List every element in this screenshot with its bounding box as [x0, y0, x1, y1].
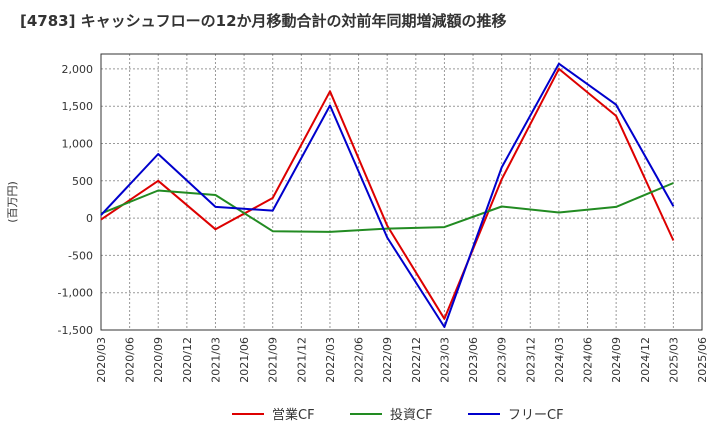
x-tick-label: 2021/12 — [295, 337, 308, 383]
legend-label: フリーCF — [508, 408, 564, 423]
series-line — [100, 182, 674, 233]
x-tick-label: 2020/03 — [95, 337, 108, 383]
x-tick-label: 2025/06 — [696, 337, 709, 383]
x-tick-label: 2022/09 — [381, 337, 394, 383]
x-tick-label: 2022/12 — [410, 337, 423, 383]
x-tick-label: 2023/12 — [524, 337, 537, 383]
series-lines — [100, 62, 675, 328]
plot-area — [100, 53, 703, 331]
chart-title: [4783] キャッシュフローの12か月移動合計の対前年同期増減額の推移 — [20, 12, 507, 30]
series-line — [100, 62, 675, 328]
y-tick-label: 0 — [86, 212, 93, 225]
x-tick-label: 2025/03 — [667, 337, 680, 383]
x-tick-label: 2022/03 — [324, 337, 337, 383]
x-tick-label: 2024/06 — [582, 337, 595, 383]
x-tick-label: 2024/09 — [610, 337, 623, 383]
y-tick-label: -1,500 — [58, 324, 93, 337]
x-tick-label: 2024/12 — [639, 337, 652, 383]
y-tick-label: -1,000 — [58, 287, 93, 300]
legend: 営業CF 投資CF フリーCF — [232, 407, 564, 423]
y-tick-label: 500 — [72, 175, 93, 188]
x-tick-label: 2022/06 — [353, 337, 366, 383]
y-tick-label: 1,000 — [62, 138, 94, 151]
x-tick-label: 2021/03 — [209, 337, 222, 383]
x-tick-label: 2020/12 — [181, 337, 194, 383]
y-axis-ticks: 2,000 1,500 1,000 500 0 -500 -1,000 -1,500 — [58, 63, 93, 337]
grid-lines — [100, 54, 703, 331]
x-tick-label: 2020/06 — [124, 337, 137, 383]
y-tick-label: 2,000 — [62, 63, 94, 76]
x-tick-label: 2023/03 — [438, 337, 451, 383]
x-tick-label: 2021/09 — [267, 337, 280, 383]
x-tick-label: 2021/06 — [238, 337, 251, 383]
legend-label: 営業CF — [272, 407, 315, 423]
x-tick-label: 2024/03 — [553, 337, 566, 383]
series-line — [100, 67, 675, 320]
x-tick-label: 2023/06 — [467, 337, 480, 383]
y-tick-label: -500 — [68, 249, 93, 262]
y-tick-label: 1,500 — [62, 100, 94, 113]
x-tick-label: 2023/09 — [496, 337, 509, 383]
legend-label: 投資CF — [390, 407, 433, 423]
y-axis-label: (百万円) — [6, 181, 19, 223]
x-axis-ticks: 2020/03 2020/06 2020/09 2020/12 2021/03 2021/… — [95, 337, 709, 383]
x-tick-label: 2020/09 — [152, 337, 165, 383]
